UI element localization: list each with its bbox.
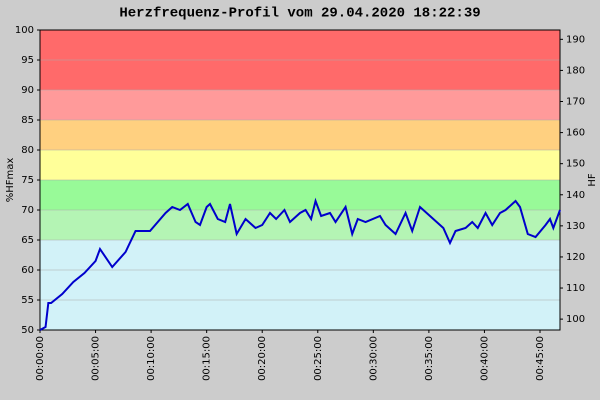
y-tick-label: 85 xyxy=(21,115,34,126)
zone-band xyxy=(40,120,560,150)
y2-tick-label: 160 xyxy=(566,128,585,139)
y2-tick-label: 130 xyxy=(566,221,585,232)
zone-band xyxy=(40,150,560,180)
x-tick-label: 00:00:00 xyxy=(35,336,46,381)
y-tick-label: 80 xyxy=(21,145,34,156)
y2-tick-label: 180 xyxy=(566,65,585,76)
x-tick-label: 00:10:00 xyxy=(146,336,157,381)
zone-band xyxy=(40,180,560,210)
x-tick-label: 00:35:00 xyxy=(424,336,435,381)
y-tick-label: 50 xyxy=(21,325,34,336)
zone-band xyxy=(40,90,560,120)
x-tick-label: 00:25:00 xyxy=(313,336,324,381)
x-tick-label: 00:20:00 xyxy=(257,336,268,381)
plot-frame xyxy=(39,29,561,331)
data-line xyxy=(39,197,561,331)
y-axis-label: %HFmax xyxy=(5,158,16,203)
y2-tick-label: 170 xyxy=(566,97,585,108)
zone-band xyxy=(40,210,560,240)
x-tick-label: 00:30:00 xyxy=(368,336,379,381)
y2-tick-label: 140 xyxy=(566,190,585,201)
chart-title: Herzfrequenz-Profil vom 29.04.2020 18:22… xyxy=(119,6,480,22)
y-tick-label: 70 xyxy=(21,205,34,216)
y-tick-label: 90 xyxy=(21,85,34,96)
y-tick-label: 75 xyxy=(21,175,34,186)
y-tick-label: 95 xyxy=(21,55,34,66)
y-tick-label: 100 xyxy=(15,25,34,36)
x-tick-label: 00:45:00 xyxy=(535,336,546,381)
y-tick-label: 65 xyxy=(21,235,34,246)
y2-tick-label: 110 xyxy=(566,283,585,294)
y2-tick-label: 100 xyxy=(566,314,585,325)
y2-axis-label: HF xyxy=(587,173,598,187)
y2-tick-label: 190 xyxy=(566,34,585,45)
y-tick-label: 55 xyxy=(21,295,34,306)
x-tick-label: 00:15:00 xyxy=(202,336,213,381)
y2-tick-label: 150 xyxy=(566,159,585,170)
x-tick-label: 00:05:00 xyxy=(91,336,102,381)
y2-tick-label: 120 xyxy=(566,252,585,263)
y-tick-label: 60 xyxy=(21,265,34,276)
x-tick-label: 00:40:00 xyxy=(479,336,490,381)
zone-band xyxy=(40,240,560,330)
